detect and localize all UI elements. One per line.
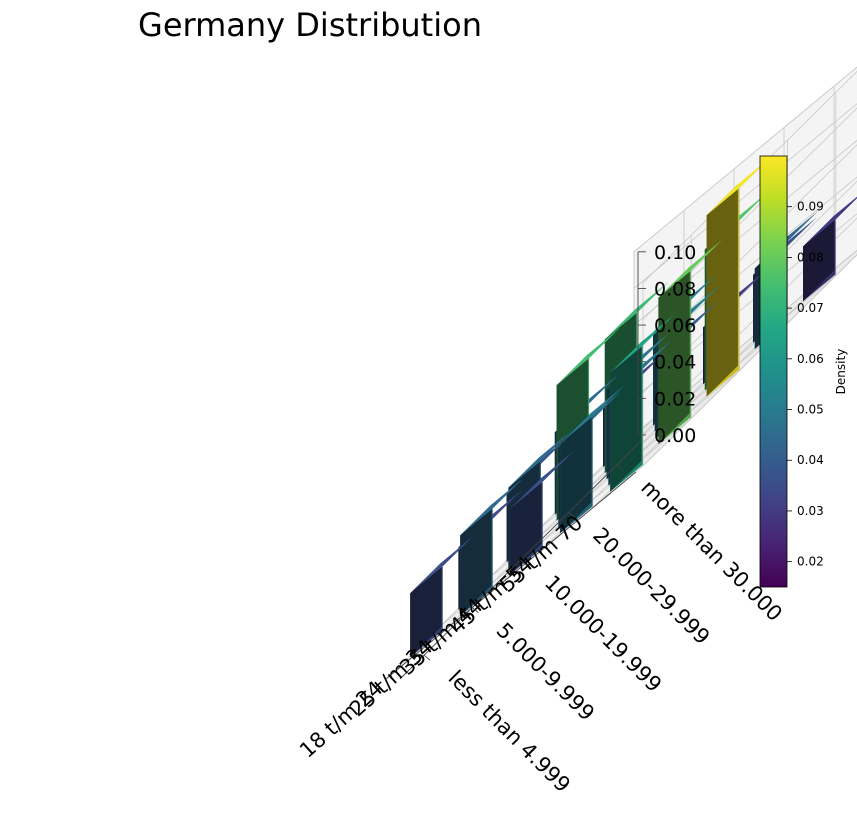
bar	[460, 477, 524, 616]
bar-top-face	[610, 314, 674, 373]
y-tick-mark	[568, 512, 575, 518]
bar-top-face	[658, 239, 723, 298]
bar	[803, 196, 857, 302]
bar	[560, 385, 624, 534]
bar-right-face	[706, 184, 738, 397]
x-tick-mark	[504, 575, 512, 581]
z-tick-label: 0.02	[654, 388, 696, 410]
bar	[658, 239, 723, 445]
bar-right-face	[658, 266, 690, 445]
bar-top-face	[508, 430, 573, 488]
y-tick-mark	[472, 607, 479, 613]
bar-right-face	[803, 215, 835, 302]
bar-right-face	[460, 504, 492, 616]
x-tick-mark	[454, 616, 462, 623]
bar	[610, 314, 674, 492]
bar-right-face	[610, 341, 642, 492]
y-tick-mark	[616, 464, 624, 471]
colorbar-gradient	[759, 155, 788, 588]
x-tick-mark	[404, 657, 412, 664]
z-tick-label: 0.08	[654, 278, 696, 300]
z-tick-label: 0.00	[654, 425, 696, 447]
colorbar-tick-label: 0.05	[797, 403, 824, 417]
bar	[510, 450, 574, 575]
z-tick-label: 0.04	[654, 352, 696, 374]
colorbar-tick-label: 0.03	[797, 504, 824, 518]
bar-top-face	[560, 385, 624, 444]
colorbar-tick-label: 0.08	[797, 250, 824, 264]
bar-top-face	[556, 327, 621, 386]
colorbar-tick-label: 0.02	[797, 555, 824, 569]
y-tick-mark	[423, 654, 431, 661]
chart-title: Germany Distribution	[138, 6, 482, 44]
x-tick-mark	[604, 492, 612, 499]
y-tick-mark	[520, 559, 527, 566]
bar-top-face	[803, 196, 857, 247]
bar-top-face	[510, 450, 574, 509]
y-tick-label: 5.000-9.999	[492, 618, 599, 725]
colorbar-label: Density	[834, 349, 848, 395]
colorbar-tick-label: 0.06	[797, 352, 824, 366]
bar	[706, 157, 771, 397]
colorbar: 0.02 0.03 0.04 0.05 0.06 0.07 0.08 0.09 Density	[759, 155, 848, 588]
colorbar-tick-label: 0.09	[797, 200, 824, 214]
bar-top-face	[460, 477, 524, 536]
bar-top-face	[604, 281, 669, 340]
bar-top-face	[410, 535, 474, 594]
colorbar-tick-label: 0.07	[797, 301, 824, 315]
bar-right-face	[560, 412, 592, 534]
colorbar-tick-label: 0.04	[797, 453, 824, 467]
z-tick-label: 0.06	[654, 315, 696, 337]
bar	[410, 535, 474, 658]
z-tick-label: 0.10	[654, 242, 696, 264]
x-tick-mark	[554, 533, 562, 540]
bar-top-face	[706, 157, 771, 216]
